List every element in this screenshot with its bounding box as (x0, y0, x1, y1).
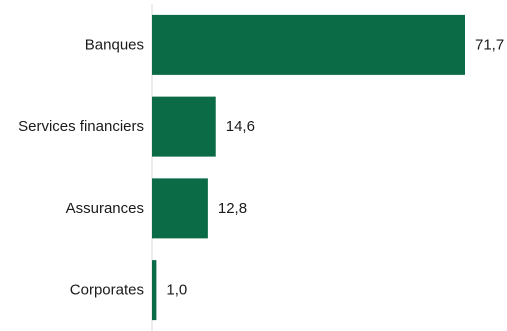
category-label-banques: Banques (85, 36, 144, 53)
bar-assurances (152, 178, 208, 239)
bars-layer (152, 14, 465, 321)
category-label-corporates: Corporates (70, 282, 144, 299)
value-label-corporates: 1,0 (166, 282, 187, 299)
value-label-assurances: 12,8 (218, 200, 247, 217)
labels-layer: Banques 71,7 Services financiers 14,6 Assura… (18, 36, 504, 298)
bar-corporates (152, 260, 157, 321)
value-label-banques: 71,7 (475, 36, 504, 53)
category-label-services-financiers: Services financiers (18, 118, 144, 135)
bar-banques (152, 14, 465, 75)
value-label-services-financiers: 14,6 (226, 118, 255, 135)
category-label-assurances: Assurances (66, 200, 144, 217)
bar-services-financiers (152, 96, 216, 157)
